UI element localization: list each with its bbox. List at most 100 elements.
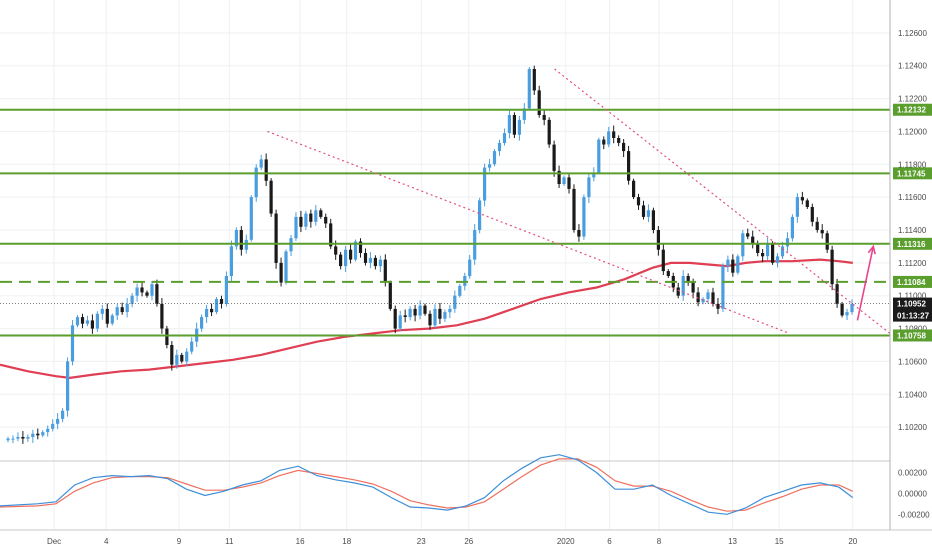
candle-body xyxy=(756,243,760,253)
candle-body xyxy=(716,303,720,309)
candle-body xyxy=(259,159,263,168)
axes: 1.12600 1.12400 1.12200 1.12000 1.11800 1.116… xyxy=(47,0,930,546)
candle-body xyxy=(810,207,814,222)
candle-body xyxy=(413,308,417,316)
candles xyxy=(6,65,854,444)
candle-body xyxy=(80,317,85,324)
candle-body xyxy=(200,317,204,329)
candle-body xyxy=(95,313,99,329)
candle-body xyxy=(363,253,368,263)
candle-body xyxy=(304,213,308,227)
candle-body xyxy=(636,197,641,206)
candle-body xyxy=(66,361,70,411)
candle-body xyxy=(214,299,219,313)
price-tick-label: 1.10400 xyxy=(898,390,927,399)
candle-body xyxy=(850,303,854,313)
candle-body xyxy=(651,210,655,230)
candle-body xyxy=(532,69,536,91)
candle-body xyxy=(676,287,680,296)
candle-body xyxy=(428,313,432,326)
candle-body xyxy=(527,69,531,109)
time-tick-label: 6 xyxy=(607,537,612,546)
candle-body xyxy=(165,328,169,345)
candle-body xyxy=(775,256,780,263)
candle-body xyxy=(433,308,437,326)
candle-body xyxy=(358,241,363,253)
candle-body xyxy=(726,259,730,267)
time-tick-label: 8 xyxy=(657,537,662,546)
candle-body xyxy=(423,305,427,314)
candle-body xyxy=(160,303,164,329)
candle-body xyxy=(61,410,65,419)
candle-body xyxy=(835,284,839,304)
level-price-tag xyxy=(893,275,932,288)
candle-body xyxy=(602,139,606,145)
candle-body xyxy=(145,292,149,296)
candle-body xyxy=(691,282,695,293)
candle-body xyxy=(120,307,124,313)
candle-body xyxy=(393,308,397,329)
level-price-tag-label: 1.11745 xyxy=(897,169,926,178)
candle-body xyxy=(51,423,55,429)
candle-body xyxy=(557,170,561,184)
candle-body xyxy=(329,223,333,247)
level-price-tag xyxy=(893,167,932,180)
bar-countdown-label: 01:13:27 xyxy=(897,312,930,321)
level-price-tag-label: 1.11084 xyxy=(897,278,926,287)
trendlines[interactable] xyxy=(267,68,891,334)
candle-body xyxy=(219,299,224,304)
oscillator-tick-label: 0.00000 xyxy=(898,489,927,498)
price-tick-label: 1.12600 xyxy=(898,29,927,38)
horizontal-levels[interactable] xyxy=(0,108,890,337)
candle-body xyxy=(795,197,799,217)
time-tick-label: 26 xyxy=(464,537,473,546)
candle-body xyxy=(582,197,586,237)
candle-body xyxy=(170,345,174,365)
candle-body xyxy=(150,284,154,296)
level-price-tag-label: 1.10758 xyxy=(897,331,926,340)
candle-body xyxy=(458,285,462,296)
level-price-tag xyxy=(893,329,932,342)
time-tick-label: 20 xyxy=(848,537,857,546)
level-price-tag-label: 1.11316 xyxy=(897,240,926,249)
candle-body xyxy=(6,438,10,441)
candle-body xyxy=(646,210,650,217)
price-tick-label: 1.11200 xyxy=(898,259,927,268)
candle-body xyxy=(339,254,343,267)
candle-body xyxy=(771,243,775,263)
candle-body xyxy=(641,205,646,217)
candle-body xyxy=(314,210,318,222)
candle-body xyxy=(552,144,556,171)
candle-body xyxy=(353,241,358,260)
candle-body xyxy=(398,315,402,329)
price-tick-label: 1.10200 xyxy=(898,423,927,432)
candle-body xyxy=(696,292,700,303)
candle-body xyxy=(761,253,765,257)
candle-body xyxy=(612,131,616,138)
candle-body xyxy=(344,249,348,267)
candle-body xyxy=(140,287,144,293)
candle-body xyxy=(269,180,273,214)
candle-body xyxy=(746,233,750,237)
candle-body xyxy=(254,167,258,198)
candle-body xyxy=(115,307,119,316)
oscillator-tick-label: 0.00200 xyxy=(898,468,927,477)
candle-body xyxy=(547,119,551,145)
candle-body xyxy=(249,197,253,240)
time-tick-label: 2020 xyxy=(557,537,575,546)
time-tick-label: 15 xyxy=(775,537,784,546)
candle-body xyxy=(324,216,328,224)
candle-body xyxy=(497,142,502,152)
time-tick-label: 9 xyxy=(177,537,182,546)
candle-body xyxy=(597,139,601,173)
candle-body xyxy=(751,236,755,244)
candle-body xyxy=(190,341,194,352)
candle-body xyxy=(408,308,412,318)
candle-body xyxy=(438,308,442,319)
level-price-tag xyxy=(893,103,932,116)
candle-body xyxy=(512,115,516,135)
candle-body xyxy=(378,259,382,267)
candle-body xyxy=(622,142,626,152)
